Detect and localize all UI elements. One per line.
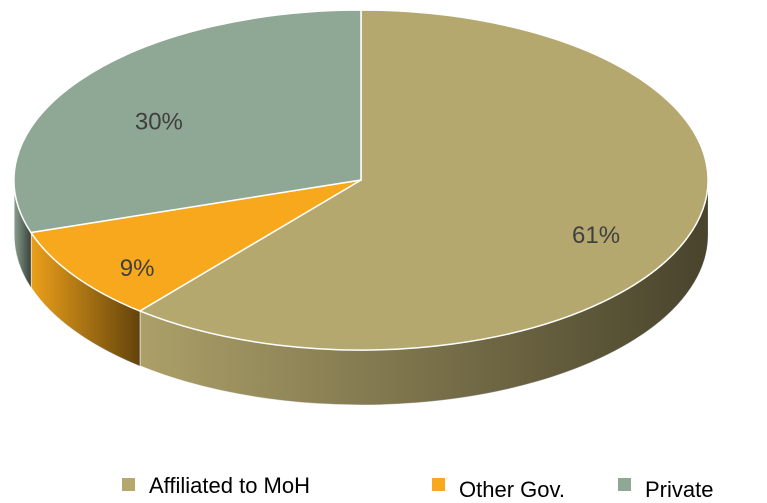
data-label: 61% (572, 222, 620, 249)
legend-label: Other Gov. (459, 477, 565, 502)
data-label: 30% (135, 108, 183, 135)
legend-label: Affiliated to MoH (149, 473, 310, 498)
data-label: 9% (120, 255, 155, 282)
slice (13, 9, 362, 234)
slice-side-shade (30, 232, 140, 366)
legend-swatch (618, 478, 631, 491)
legend-swatch (432, 478, 445, 491)
slice (138, 9, 709, 351)
slice (29, 179, 362, 312)
legend-swatch (122, 478, 135, 491)
legend-label: Private (645, 477, 713, 502)
slice-side-shade (139, 180, 709, 405)
